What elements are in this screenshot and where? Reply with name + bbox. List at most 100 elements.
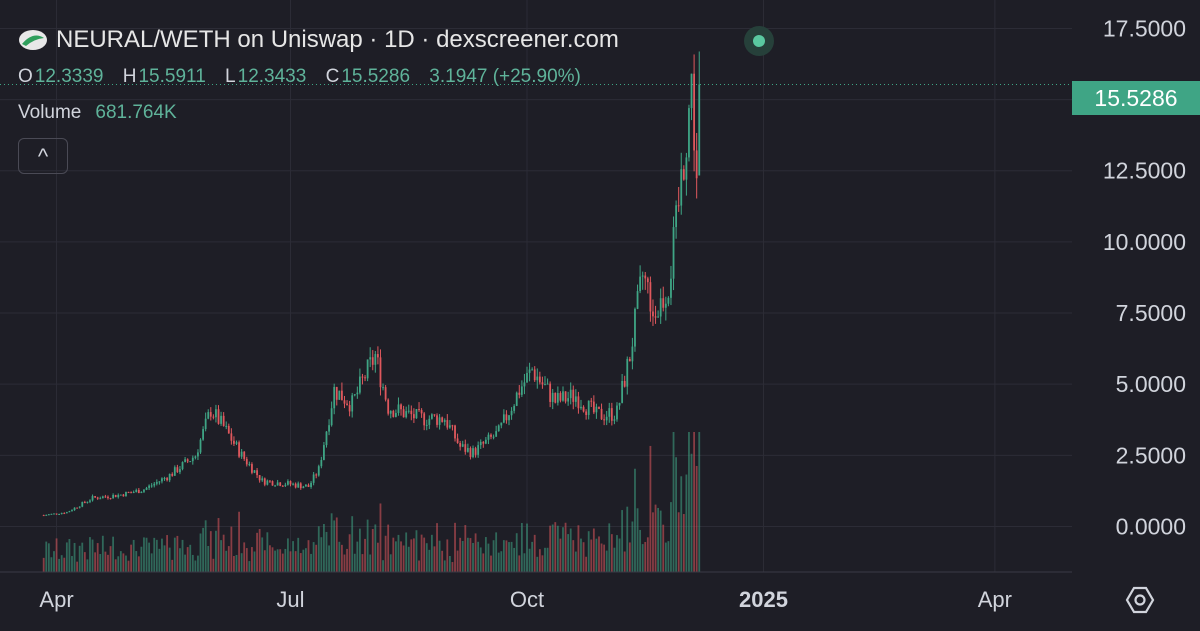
volume-bar: [310, 553, 312, 572]
candle-body: [513, 405, 516, 411]
collapse-legend-button[interactable]: ^: [18, 138, 68, 174]
candle-body: [220, 415, 222, 424]
volume-bar: [384, 535, 387, 572]
candle-body: [320, 459, 323, 467]
candle-body: [186, 459, 189, 462]
volume-bar: [130, 544, 133, 572]
volume-bar: [379, 503, 382, 572]
candle-body: [389, 410, 392, 414]
candle-body: [472, 448, 474, 458]
volume-bar: [333, 520, 336, 572]
candle-body: [348, 405, 351, 412]
candle-body: [544, 384, 546, 386]
candle-body: [245, 458, 248, 465]
volume-bar: [212, 558, 215, 572]
candle-body: [305, 484, 307, 487]
candle-body: [631, 346, 634, 362]
candle-body: [554, 392, 557, 403]
candle-body: [505, 414, 508, 421]
candle-body: [225, 425, 228, 427]
volume-bar: [554, 522, 557, 572]
candle-body: [122, 494, 125, 497]
volume-bar: [299, 553, 302, 572]
volume-bar: [533, 534, 536, 572]
volume-bar: [695, 465, 698, 572]
volume-bar: [477, 541, 480, 572]
volume-bar: [86, 559, 89, 572]
volume-bar: [500, 551, 503, 572]
candle-body: [101, 496, 104, 499]
volume-bar: [600, 543, 603, 572]
volume-bar: [407, 546, 410, 572]
candle-body: [562, 391, 564, 401]
candle-body: [549, 383, 552, 402]
candle-body: [179, 469, 181, 473]
volume-bar: [659, 510, 662, 572]
live-status-icon[interactable]: [744, 26, 774, 56]
candle-body: [693, 73, 696, 151]
candle-body: [153, 483, 156, 486]
candle-body: [520, 386, 523, 395]
volume-bar: [551, 524, 554, 572]
candle-body: [227, 425, 230, 434]
volume-bar: [50, 557, 53, 572]
y-tick-label: 10.0000: [1103, 229, 1186, 255]
volume-bar: [526, 523, 528, 572]
volume-bar: [348, 534, 351, 572]
candle-body: [623, 380, 626, 387]
candle-body: [382, 387, 384, 389]
candle-body: [217, 409, 220, 424]
volume-bar: [544, 547, 546, 572]
volume-bar: [389, 554, 392, 572]
volume-bar: [338, 541, 341, 572]
volume-bar: [585, 556, 588, 572]
volume-bar: [287, 538, 289, 572]
volume-bar: [662, 524, 665, 572]
candle-body: [603, 419, 606, 421]
candle-body: [233, 440, 235, 444]
candle-body: [369, 357, 372, 360]
volume-bar: [202, 527, 204, 572]
candle-body: [420, 410, 423, 414]
volume-bar: [60, 555, 63, 572]
candle-body: [374, 354, 377, 365]
close-value: 15.5286: [341, 66, 411, 87]
volume-bar: [441, 550, 444, 572]
volume-bar: [631, 521, 634, 572]
volume-bar: [184, 554, 186, 572]
volume-bar: [592, 528, 595, 572]
volume-bar: [81, 542, 84, 572]
volume-bar: [461, 540, 464, 572]
volume-bar: [258, 529, 261, 572]
volume-bar: [448, 556, 451, 572]
candle-body: [71, 510, 73, 512]
volume-bar: [207, 546, 210, 572]
volume-bar: [466, 537, 469, 572]
volume-bar: [132, 539, 135, 572]
open-value: 12.3339: [34, 66, 104, 87]
candle-body: [117, 494, 120, 498]
candle-body: [63, 513, 66, 515]
volume-bar: [371, 528, 374, 572]
volume-bar: [137, 556, 140, 572]
volume-bar: [276, 549, 279, 572]
candle-body: [479, 441, 482, 446]
candle-body: [258, 475, 261, 481]
candle-body: [451, 425, 454, 427]
volume-bar: [163, 545, 166, 572]
candle-body: [346, 403, 348, 406]
candle-body: [410, 410, 413, 415]
candle-body: [197, 452, 199, 457]
volume-bar: [556, 525, 559, 572]
candle-body: [407, 410, 410, 412]
candle-body: [518, 392, 521, 395]
volume-bar: [171, 559, 174, 572]
settings-icon[interactable]: [1124, 584, 1156, 616]
candle-body: [68, 511, 71, 513]
volume-bar: [173, 537, 176, 572]
candle-body: [454, 425, 456, 439]
candle-body: [158, 481, 161, 483]
volume-bar: [492, 540, 495, 572]
x-tick-label: Apr: [978, 587, 1012, 612]
